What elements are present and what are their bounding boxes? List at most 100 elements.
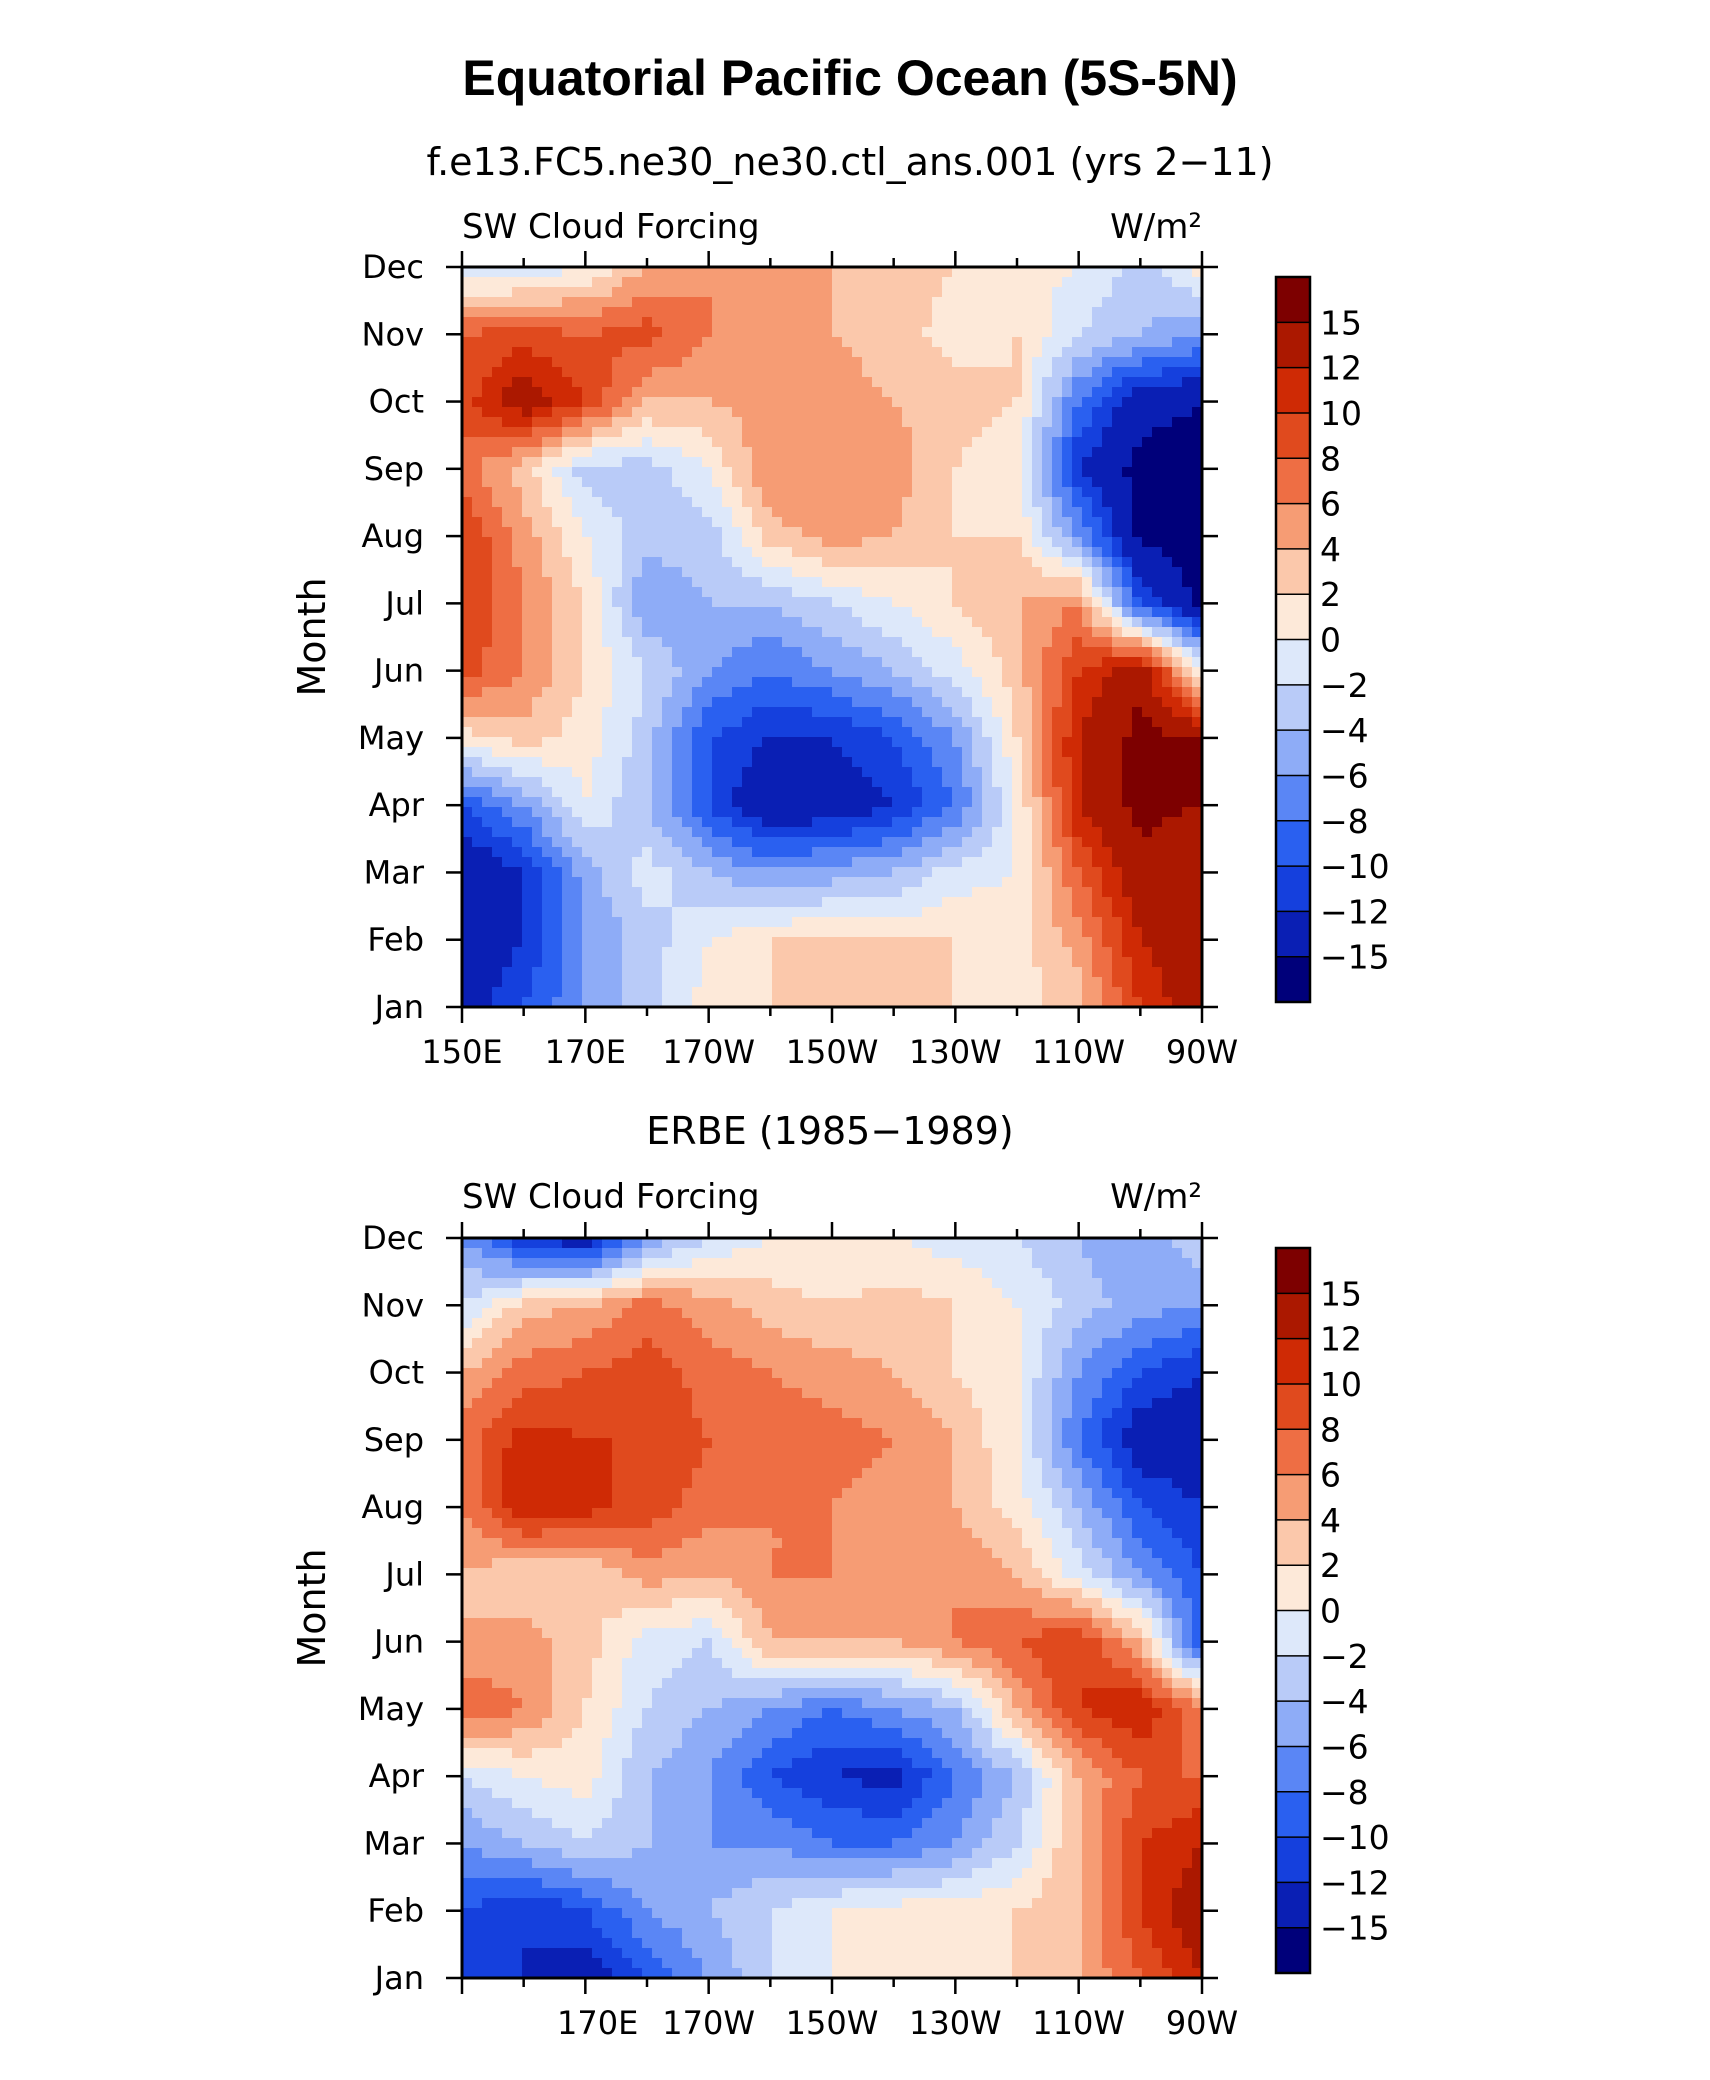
heatmap-cell [1002, 687, 1013, 698]
heatmap-cell [602, 857, 613, 868]
heatmap-cell [1072, 727, 1083, 738]
heatmap-cell [682, 857, 693, 868]
heatmap-cell [822, 367, 833, 378]
heatmap-cell [802, 697, 813, 708]
heatmap-cell [622, 877, 633, 888]
heatmap-cell [742, 387, 753, 398]
heatmap-cell [1122, 297, 1133, 308]
heatmap-cell [892, 527, 903, 538]
heatmap-cell [1052, 807, 1063, 818]
heatmap-cell [632, 567, 643, 578]
heatmap-cell [1082, 467, 1093, 478]
heatmap-cell [962, 787, 973, 798]
heatmap-cell [1072, 747, 1083, 758]
heatmap-cell [922, 617, 933, 628]
heatmap-cell [812, 477, 823, 488]
heatmap-cell [1132, 587, 1143, 598]
heatmap-cell [862, 367, 873, 378]
heatmap-cell [1042, 647, 1053, 658]
heatmap-cell [872, 307, 883, 318]
heatmap-cell [1052, 457, 1063, 468]
heatmap-cell [1062, 377, 1073, 388]
heatmap-cell [992, 507, 1003, 518]
heatmap-cell [632, 437, 643, 448]
heatmap-cell [882, 737, 893, 748]
heatmap-cell [692, 927, 703, 938]
heatmap-cell [582, 807, 593, 818]
heatmap-cell [1162, 697, 1173, 708]
heatmap-cell [582, 497, 593, 508]
heatmap-cell [992, 747, 1003, 758]
heatmap-cell [852, 727, 863, 738]
heatmap-cell [582, 767, 593, 778]
heatmap-cell [472, 637, 483, 648]
heatmap-cell [832, 637, 843, 648]
heatmap-cell [542, 447, 553, 458]
heatmap-cell [1082, 817, 1093, 828]
heatmap-cell [1072, 697, 1083, 708]
heatmap-cell [662, 287, 673, 298]
heatmap-cell [512, 757, 523, 768]
heatmap-cell [912, 317, 923, 328]
heatmap-cell [542, 887, 553, 898]
heatmap-cell [522, 817, 533, 828]
heatmap-cell [722, 327, 733, 338]
heatmap-cell [932, 267, 943, 278]
heatmap-cell [662, 917, 673, 928]
heatmap-cell [1162, 557, 1173, 568]
heatmap-cell [602, 467, 613, 478]
heatmap-cell [802, 807, 813, 818]
heatmap-cell [852, 797, 863, 808]
heatmap-cell [702, 827, 713, 838]
heatmap-cell [902, 327, 913, 338]
heatmap-cell [672, 407, 683, 418]
heatmap-cell [982, 697, 993, 708]
heatmap-cell [832, 847, 843, 858]
heatmap-cell [952, 467, 963, 478]
heatmap-cell [832, 737, 843, 748]
heatmap-cell [812, 507, 823, 518]
heatmap-cell [752, 797, 763, 808]
heatmap-cell [472, 937, 483, 948]
heatmap-cell [922, 897, 933, 908]
heatmap-cell [1182, 357, 1193, 368]
heatmap-cell [502, 287, 513, 298]
heatmap-cell [1062, 807, 1073, 818]
heatmap-cell [1132, 367, 1143, 378]
heatmap-cell [912, 427, 923, 438]
heatmap-cell [1112, 807, 1123, 818]
heatmap-cell [772, 657, 783, 668]
heatmap-cell [782, 657, 793, 668]
heatmap-cell [942, 567, 953, 578]
heatmap-cell [542, 807, 553, 818]
heatmap-cell [902, 507, 913, 518]
heatmap-cell [682, 757, 693, 768]
heatmap-cell [572, 857, 583, 868]
heatmap-cell [932, 887, 943, 898]
heatmap-cell [742, 587, 753, 598]
heatmap-cell [1002, 547, 1013, 558]
heatmap-cell [1032, 827, 1043, 838]
heatmap-cell [702, 607, 713, 618]
heatmap-cell [1172, 447, 1183, 458]
heatmap-cell [882, 287, 893, 298]
heatmap-cell [742, 777, 753, 788]
heatmap-cell [1042, 287, 1053, 298]
heatmap-cell [712, 427, 723, 438]
heatmap-cell [982, 547, 993, 558]
heatmap-cell [832, 507, 843, 518]
heatmap-cell [792, 307, 803, 318]
heatmap-cell [1062, 497, 1073, 508]
heatmap-cell [1042, 627, 1053, 638]
heatmap-cell [1032, 857, 1043, 868]
heatmap-cell [1052, 407, 1063, 418]
heatmap-cell [722, 397, 733, 408]
heatmap-cell [1022, 477, 1033, 488]
heatmap-cell [482, 627, 493, 638]
heatmap-cell [1142, 307, 1153, 318]
heatmap-cell [672, 757, 683, 768]
heatmap-cell [962, 527, 973, 538]
heatmap-cell [802, 607, 813, 618]
heatmap-cell [762, 927, 773, 938]
heatmap-cell [1092, 297, 1103, 308]
